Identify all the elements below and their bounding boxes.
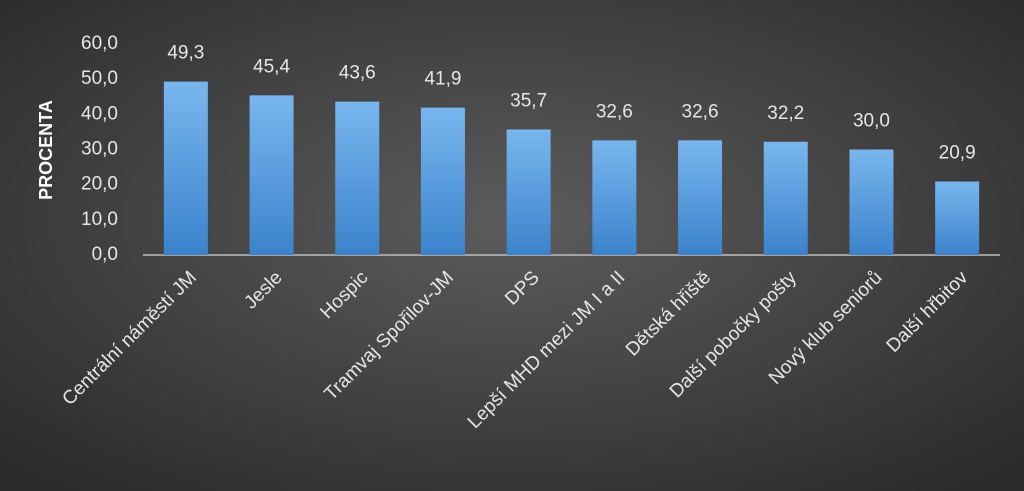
value-label: 43,6 xyxy=(339,63,376,84)
value-label: 20,9 xyxy=(939,143,976,164)
value-label: 41,9 xyxy=(424,69,461,90)
value-label: 32,6 xyxy=(682,101,719,122)
y-tick-label: 50,0 xyxy=(81,68,118,89)
bar xyxy=(849,149,894,255)
bar xyxy=(678,140,723,255)
bar xyxy=(335,101,380,255)
bar xyxy=(420,107,465,255)
bar xyxy=(763,141,808,255)
value-label: 32,2 xyxy=(767,103,804,124)
bar xyxy=(935,181,980,255)
y-axis-label: PROCENTA xyxy=(36,100,56,200)
bar xyxy=(506,129,551,255)
y-tick-label: 0,0 xyxy=(92,244,118,265)
value-label: 35,7 xyxy=(510,90,547,111)
value-label: 49,3 xyxy=(167,43,204,64)
y-tick-label: 40,0 xyxy=(81,103,118,124)
y-tick-label: 10,0 xyxy=(81,209,118,230)
bar xyxy=(592,140,637,255)
value-label: 30,0 xyxy=(853,111,890,132)
value-label: 32,6 xyxy=(596,101,633,122)
y-tick-label: 30,0 xyxy=(81,139,118,160)
y-tick-label: 20,0 xyxy=(81,174,118,195)
bar xyxy=(249,95,294,256)
bar xyxy=(163,81,208,256)
value-label: 45,4 xyxy=(253,56,290,77)
y-tick-label: 60,0 xyxy=(81,33,118,54)
